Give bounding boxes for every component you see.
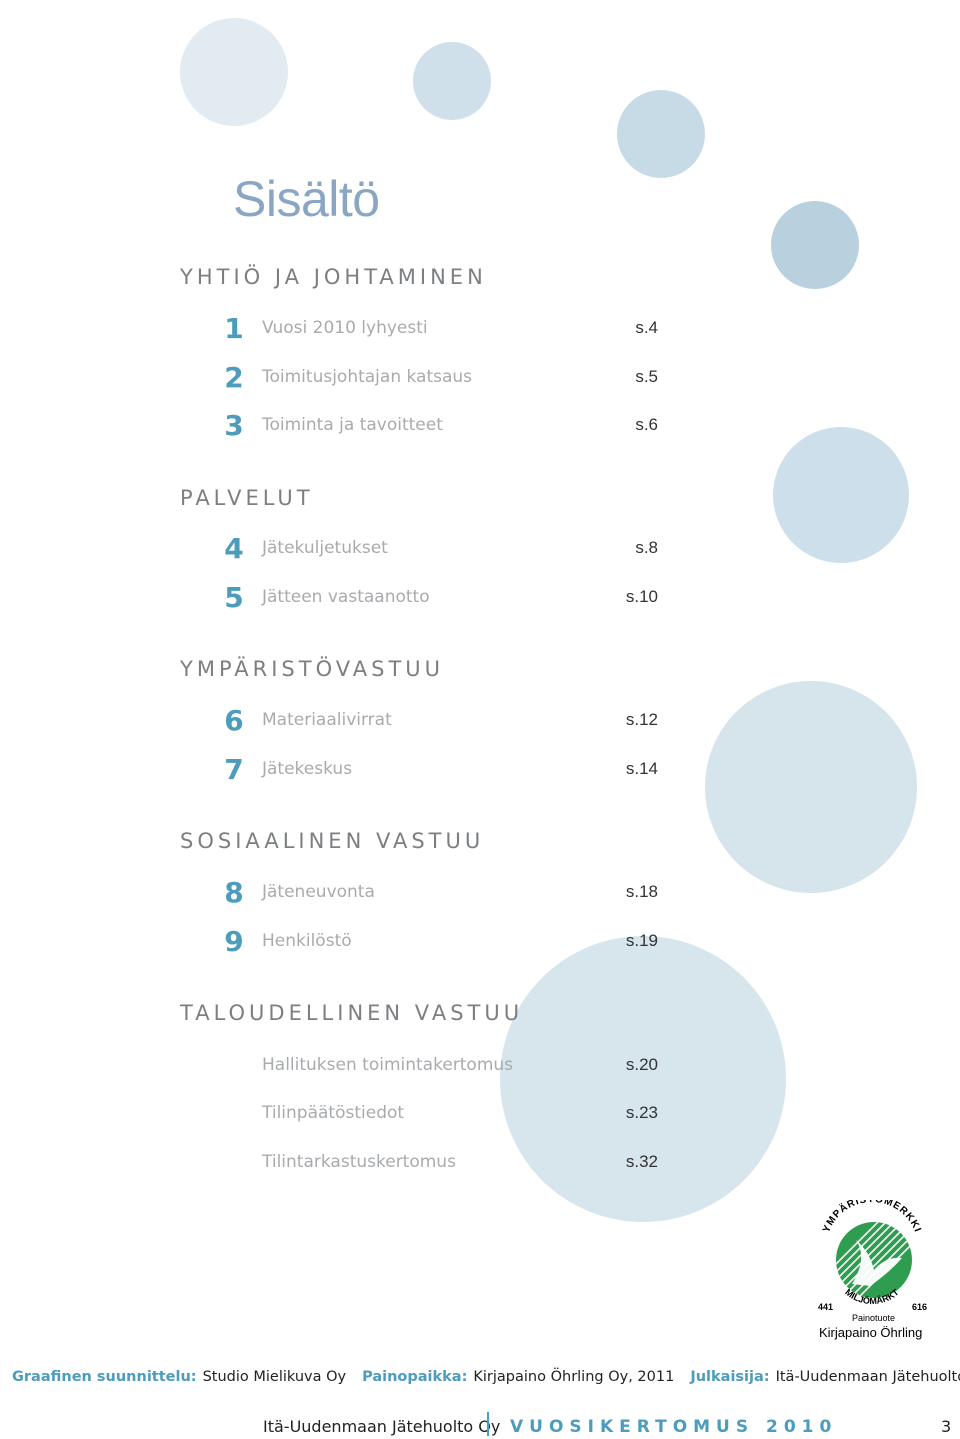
toc-page: s.10 bbox=[625, 587, 658, 606]
toc-item[interactable]: 4 Jätekuljetukset s.8 bbox=[0, 532, 960, 578]
credit-label: Painopaikka: bbox=[362, 1369, 468, 1385]
toc-page: s.4 bbox=[635, 318, 658, 337]
toc-number: 7 bbox=[224, 753, 244, 786]
toc-number: 8 bbox=[224, 876, 244, 909]
toc-title: Toimitusjohtajan katsaus bbox=[262, 367, 473, 387]
toc-number: 9 bbox=[224, 925, 244, 958]
toc-page: s.18 bbox=[625, 882, 658, 901]
toc-title: Toiminta ja tavoitteet bbox=[262, 415, 443, 435]
toc-title: Hallituksen toimintakertomus bbox=[262, 1055, 514, 1075]
toc-title: Tilinpäätöstiedot bbox=[262, 1103, 405, 1123]
toc-page: s.8 bbox=[635, 538, 658, 557]
decorative-circle bbox=[771, 201, 859, 289]
toc-title: Jätteen vastaanotto bbox=[262, 587, 430, 607]
section-heading: YHTIÖ JA JOHTAMINEN bbox=[180, 265, 487, 289]
toc-title: Tilintarkastuskertomus bbox=[262, 1152, 456, 1172]
footer-separator bbox=[487, 1412, 489, 1436]
ecolabel-number-right: 616 bbox=[912, 1302, 928, 1312]
toc-title: Henkilöstö bbox=[262, 931, 352, 951]
ecolabel-subtitle: Painotuote bbox=[852, 1313, 896, 1323]
toc-item[interactable]: 5 Jätteen vastaanotto s.10 bbox=[0, 581, 960, 627]
ecolabel-number-left: 441 bbox=[818, 1302, 834, 1312]
toc-item[interactable]: 1 Vuosi 2010 lyhyesti s.4 bbox=[0, 312, 960, 358]
toc-page: s.6 bbox=[635, 415, 658, 434]
toc-number: 3 bbox=[224, 409, 244, 442]
decorative-circle bbox=[773, 427, 909, 563]
toc-title: Jätekuljetukset bbox=[262, 538, 388, 558]
decorative-circle bbox=[705, 681, 917, 893]
toc-page: s.19 bbox=[625, 931, 658, 950]
toc-item[interactable]: Tilintarkastuskertomus s.32 bbox=[0, 1152, 960, 1192]
credit-label: Julkaisija: bbox=[690, 1369, 770, 1385]
toc-item[interactable]: 7 Jätekeskus s.14 bbox=[0, 753, 960, 799]
section-heading: YMPÄRISTÖVASTUU bbox=[180, 657, 445, 681]
credits-line: Graafinen suunnittelu: Studio Mielikuva … bbox=[4, 1364, 960, 1390]
toc-item[interactable]: Tilinpäätöstiedot s.23 bbox=[0, 1103, 960, 1143]
section-heading: SOSIAALINEN VASTUU bbox=[180, 829, 485, 853]
toc-item[interactable]: 6 Materiaalivirrat s.12 bbox=[0, 704, 960, 750]
toc-item[interactable]: 9 Henkilöstö s.19 bbox=[0, 925, 960, 971]
toc-page: s.5 bbox=[635, 367, 658, 386]
decorative-circle bbox=[500, 936, 786, 1222]
decorative-circle bbox=[180, 18, 288, 126]
ecolabel-printer: Kirjapaino Öhrling bbox=[819, 1325, 923, 1340]
section-heading: TALOUDELLINEN VASTUU bbox=[180, 1001, 524, 1025]
toc-title: Jäteneuvonta bbox=[262, 882, 375, 902]
toc-item[interactable]: 2 Toimitusjohtajan katsaus s.5 bbox=[0, 361, 960, 407]
toc-page: s.14 bbox=[625, 759, 658, 778]
credit-label: Graafinen suunnittelu: bbox=[12, 1369, 197, 1385]
nordic-swan-ecolabel-icon: YMPÄRISTÖMERKKI MILJÖMÄRKT bbox=[821, 1200, 922, 1306]
section-heading: PALVELUT bbox=[180, 486, 314, 510]
toc-item[interactable]: 3 Toiminta ja tavoitteet s.6 bbox=[0, 409, 960, 455]
toc-title: Materiaalivirrat bbox=[262, 710, 392, 730]
toc-title: Jätekeskus bbox=[262, 759, 353, 779]
footer-report-title: VUOSIKERTOMUS 2010 bbox=[510, 1417, 838, 1437]
toc-item[interactable]: 8 Jäteneuvonta s.18 bbox=[0, 876, 960, 922]
toc-page: s.32 bbox=[625, 1152, 658, 1171]
credit-value: Kirjapaino Öhrling Oy, 2011 bbox=[473, 1369, 675, 1385]
toc-page: s.12 bbox=[625, 710, 658, 729]
toc-number: 6 bbox=[224, 704, 244, 737]
toc-number: 5 bbox=[224, 581, 244, 614]
ecolabel: YMPÄRISTÖMERKKI MILJÖMÄRKT 441 616 Paino… bbox=[812, 1200, 932, 1342]
toc-title: Vuosi 2010 lyhyesti bbox=[262, 318, 428, 338]
page-footer: Itä-Uudenmaan Jätehuolto Oy VUOSIKERTOMU… bbox=[0, 1412, 960, 1437]
page-title: Sisältö bbox=[233, 171, 380, 227]
decorative-circle bbox=[617, 90, 705, 178]
decorative-circle bbox=[413, 42, 491, 120]
credit-value: Itä-Uudenmaan Jätehuolto Oy bbox=[775, 1369, 960, 1385]
toc-number: 1 bbox=[224, 312, 244, 345]
footer-organization: Itä-Uudenmaan Jätehuolto Oy bbox=[263, 1417, 501, 1436]
toc-number: 2 bbox=[224, 361, 244, 394]
toc-number: 4 bbox=[224, 532, 244, 565]
toc-item[interactable]: Hallituksen toimintakertomus s.20 bbox=[0, 1055, 960, 1095]
page-number: 3 bbox=[941, 1417, 952, 1436]
toc-page: s.23 bbox=[625, 1103, 658, 1122]
toc-page: s.20 bbox=[625, 1055, 658, 1074]
credit-value: Studio Mielikuva Oy bbox=[202, 1369, 347, 1385]
